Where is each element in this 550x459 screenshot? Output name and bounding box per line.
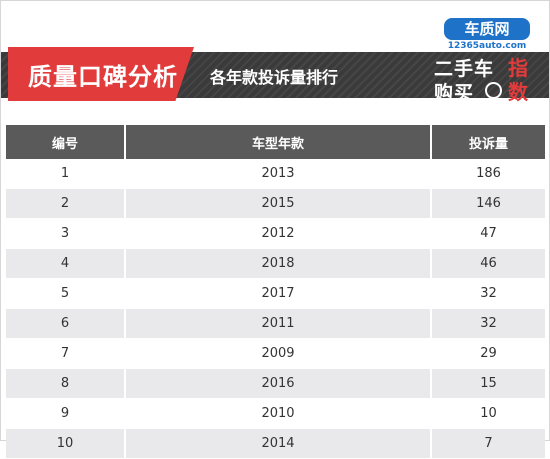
table-row: 5 2017 32: [6, 279, 545, 309]
table-row: 9 2010 10: [6, 399, 545, 429]
cell-year: 2017: [126, 279, 432, 309]
cell-id: 7: [6, 339, 126, 369]
cell-id: 4: [6, 249, 126, 279]
cell-year: 2010: [126, 399, 432, 429]
section-tag: [8, 47, 194, 101]
table-row: 7 2009 29: [6, 339, 545, 369]
cell-id: 8: [6, 369, 126, 399]
cell-id: 1: [6, 159, 126, 189]
logo-brand: 车质网: [442, 16, 532, 42]
cell-id: 3: [6, 219, 126, 249]
cell-count: 32: [432, 279, 545, 309]
cell-year: 2013: [126, 159, 432, 189]
cell-count: 146: [432, 189, 545, 219]
cell-year: 2009: [126, 339, 432, 369]
complaint-ranking-table: 编号 车型年款 投诉量 1 2013 186 2 2015 146 3 2012…: [6, 125, 545, 459]
page-subtitle: 各年款投诉量排行: [210, 68, 339, 87]
cell-count: 29: [432, 339, 545, 369]
column-header-id: 编号: [6, 125, 126, 159]
cell-year: 2014: [126, 429, 432, 459]
logo-line2: 购买: [434, 82, 475, 104]
table-row: 2 2015 146: [6, 189, 545, 219]
cell-count: 7: [432, 429, 545, 459]
cell-id: 10: [6, 429, 126, 459]
table-row: 6 2011 32: [6, 309, 545, 339]
table-row: 1 2013 186: [6, 159, 545, 189]
cell-year: 2015: [126, 189, 432, 219]
table-row: 10 2014 7: [6, 429, 545, 459]
coin-icon: [485, 82, 502, 99]
cell-year: 2011: [126, 309, 432, 339]
table-row: 4 2018 46: [6, 249, 545, 279]
cell-count: 46: [432, 249, 545, 279]
cell-id: 9: [6, 399, 126, 429]
table-header-row: 编号 车型年款 投诉量: [6, 125, 545, 159]
column-header-model-year: 车型年款: [126, 125, 432, 159]
cell-year: 2012: [126, 219, 432, 249]
cell-count: 10: [432, 399, 545, 429]
cell-count: 186: [432, 159, 545, 189]
cell-count: 32: [432, 309, 545, 339]
cell-id: 2: [6, 189, 126, 219]
cell-count: 15: [432, 369, 545, 399]
table-row: 8 2016 15: [6, 369, 545, 399]
section-title: 质量口碑分析: [28, 63, 178, 91]
logo-url: 12365auto.com: [447, 41, 527, 51]
cell-id: 5: [6, 279, 126, 309]
logo-accent1: 指: [508, 56, 528, 80]
cell-year: 2018: [126, 249, 432, 279]
brand-logo: 车质网 12365auto.com 二手车 购买 指 数: [428, 4, 544, 104]
cell-count: 47: [432, 219, 545, 249]
logo-line1: 二手车: [434, 58, 495, 80]
cell-year: 2016: [126, 369, 432, 399]
cell-id: 6: [6, 309, 126, 339]
column-header-complaints: 投诉量: [432, 125, 545, 159]
table-row: 3 2012 47: [6, 219, 545, 249]
logo-accent2: 数: [508, 80, 528, 104]
